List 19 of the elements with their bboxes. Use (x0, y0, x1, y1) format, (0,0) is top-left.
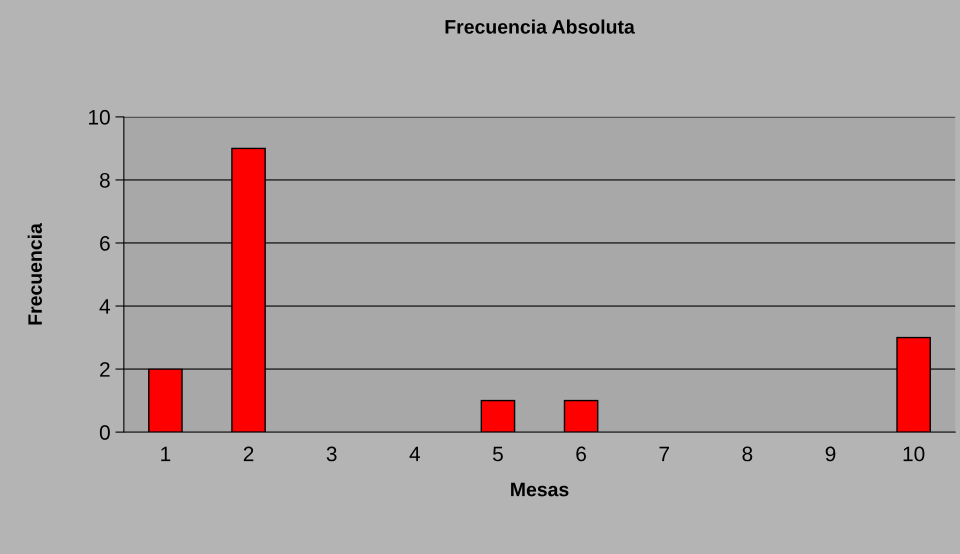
x-axis-title: Mesas (511, 482, 568, 496)
x-tick-label: 7 (660, 446, 669, 462)
x-tick-label: 9 (826, 446, 836, 462)
chart-title: Frecuencia Absoluta (446, 19, 635, 34)
y-axis-title: Frecuencia (28, 223, 42, 325)
y-tick-label: 0 (100, 425, 110, 440)
y-tick-label: 4 (100, 299, 110, 314)
x-tick-label: 10 (904, 446, 924, 462)
y-tick-label: 8 (100, 172, 110, 188)
y-tick-label: 6 (100, 236, 110, 251)
x-tick-label: 4 (410, 446, 420, 462)
x-tick-label: 1 (161, 446, 170, 462)
x-tick-label: 3 (326, 446, 337, 462)
x-tick-label: 2 (244, 446, 254, 462)
x-tick-label: 8 (742, 446, 752, 462)
x-tick-label: 5 (492, 446, 503, 462)
y-tick-label: 10 (89, 110, 110, 125)
y-tick-label: 2 (100, 362, 110, 377)
x-tick-label: 6 (576, 446, 586, 462)
